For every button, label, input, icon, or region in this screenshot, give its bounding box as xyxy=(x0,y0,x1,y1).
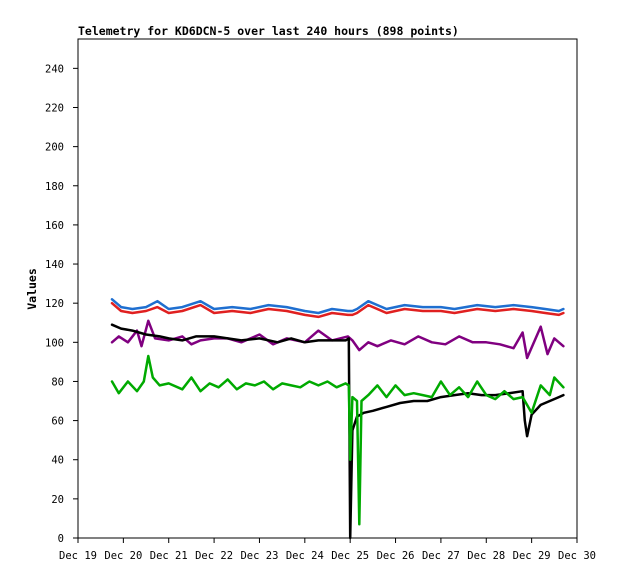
series-line-3 xyxy=(110,319,565,360)
series-line-1 xyxy=(110,298,565,315)
chart-title: Telemetry for KD6DCN-5 over last 240 hou… xyxy=(78,24,459,38)
y-tick-label: 160 xyxy=(45,220,64,232)
y-tick-label: 240 xyxy=(45,63,64,75)
y-tick-label: 20 xyxy=(51,494,64,506)
y-tick-label: 220 xyxy=(45,102,64,114)
x-tick-label: Dec 29 xyxy=(513,550,551,562)
x-tick-label: Dec 26 xyxy=(377,550,415,562)
y-axis-label: Values xyxy=(25,268,39,310)
x-tick-label: Dec 21 xyxy=(150,550,188,562)
y-tick-label: 140 xyxy=(45,259,64,271)
x-tick-label: Dec 20 xyxy=(104,550,142,562)
x-tick-label: Dec 25 xyxy=(331,550,369,562)
x-tick-label: Dec 23 xyxy=(240,550,278,562)
y-axis: 0 20 40 60 80 100 120 140 160 180 200 220 240 xyxy=(45,63,78,545)
x-axis: Dec 19 Dec 20 Dec 21 Dec 22 Dec 23 Dec 24 Dec … xyxy=(59,538,596,562)
y-tick-label: 60 xyxy=(51,416,64,428)
series-line-5 xyxy=(110,354,565,526)
y-tick-label: 80 xyxy=(51,376,64,388)
y-tick-label: 100 xyxy=(45,337,64,349)
series-line-2 xyxy=(110,301,565,319)
x-tick-label: Dec 19 xyxy=(59,550,97,562)
y-tick-label: 120 xyxy=(45,298,64,310)
series-line-4 xyxy=(110,323,565,540)
series-layer xyxy=(110,298,565,540)
y-tick-label: 180 xyxy=(45,181,64,193)
x-tick-label: Dec 22 xyxy=(195,550,233,562)
x-tick-label: Dec 27 xyxy=(422,550,460,562)
x-tick-label: Dec 30 xyxy=(558,550,596,562)
y-tick-label: 0 xyxy=(58,533,64,545)
y-tick-label: 200 xyxy=(45,142,64,154)
y-tick-label: 40 xyxy=(51,455,64,467)
plot-frame xyxy=(77,38,578,539)
x-tick-label: Dec 24 xyxy=(286,550,324,562)
x-tick-label: Dec 28 xyxy=(467,550,505,562)
